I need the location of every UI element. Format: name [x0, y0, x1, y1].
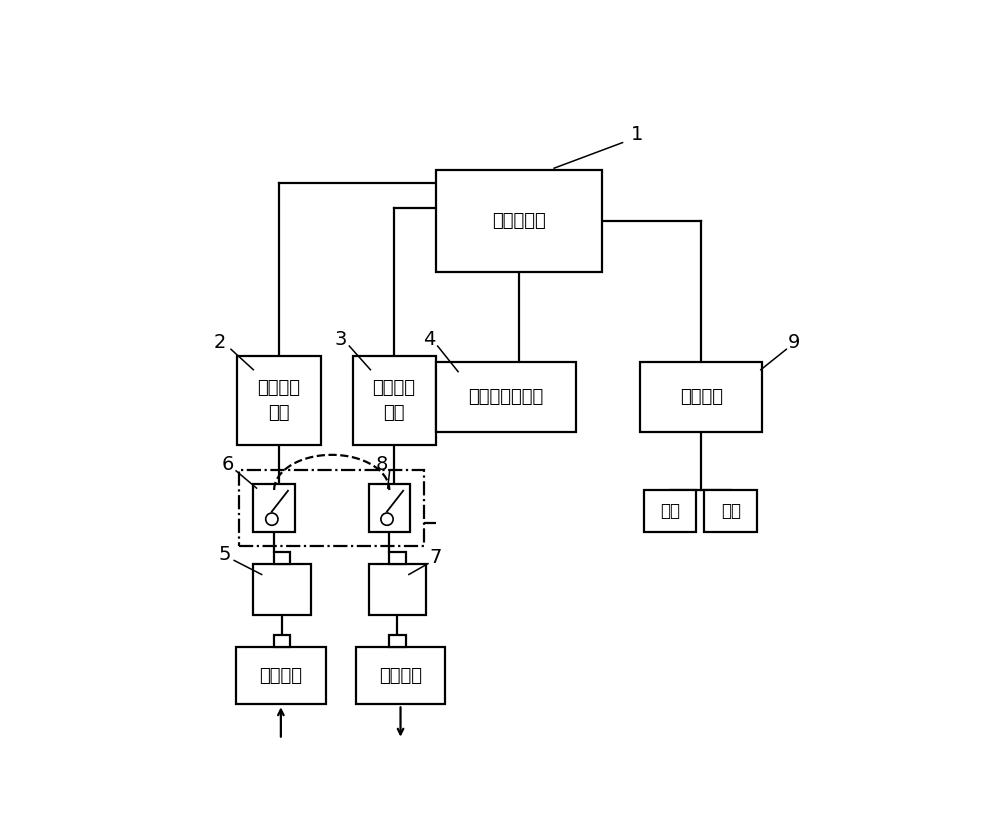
Text: 5: 5 [218, 544, 231, 563]
Bar [704, 490, 757, 532]
Text: 电压: 电压 [660, 502, 680, 520]
Bar [389, 635, 406, 647]
Text: 3: 3 [335, 330, 347, 349]
Text: 可编程逻辑器件: 可编程逻辑器件 [468, 388, 544, 406]
Text: 7: 7 [430, 548, 442, 567]
Bar [389, 552, 406, 563]
Text: 4: 4 [423, 330, 436, 349]
Bar [274, 635, 290, 647]
Bar [274, 552, 290, 563]
Bar [356, 647, 445, 705]
Text: 第二网络
芯片: 第二网络 芯片 [373, 379, 416, 422]
Bar [237, 356, 321, 445]
Bar [369, 484, 410, 532]
Bar [253, 484, 295, 532]
Text: 9: 9 [788, 333, 800, 352]
Bar [253, 563, 311, 615]
Text: 1: 1 [631, 125, 643, 145]
Text: 6: 6 [222, 455, 234, 474]
Bar [236, 647, 326, 705]
Bar [644, 490, 696, 532]
Text: 8: 8 [375, 455, 388, 474]
Text: 2: 2 [213, 333, 226, 352]
Bar [436, 170, 602, 273]
Text: 监控芯片: 监控芯片 [680, 388, 723, 406]
Text: 飞腾处理器: 飞腾处理器 [492, 212, 546, 230]
Bar [640, 362, 762, 432]
Bar [239, 470, 424, 546]
Text: 温度: 温度 [721, 502, 741, 520]
Text: 第一网络
芯片: 第一网络 芯片 [257, 379, 300, 422]
Bar [369, 563, 426, 615]
Text: 外部网络: 外部网络 [259, 666, 302, 685]
Bar [436, 362, 576, 432]
Text: 工控网络: 工控网络 [379, 666, 422, 685]
Bar [353, 356, 436, 445]
